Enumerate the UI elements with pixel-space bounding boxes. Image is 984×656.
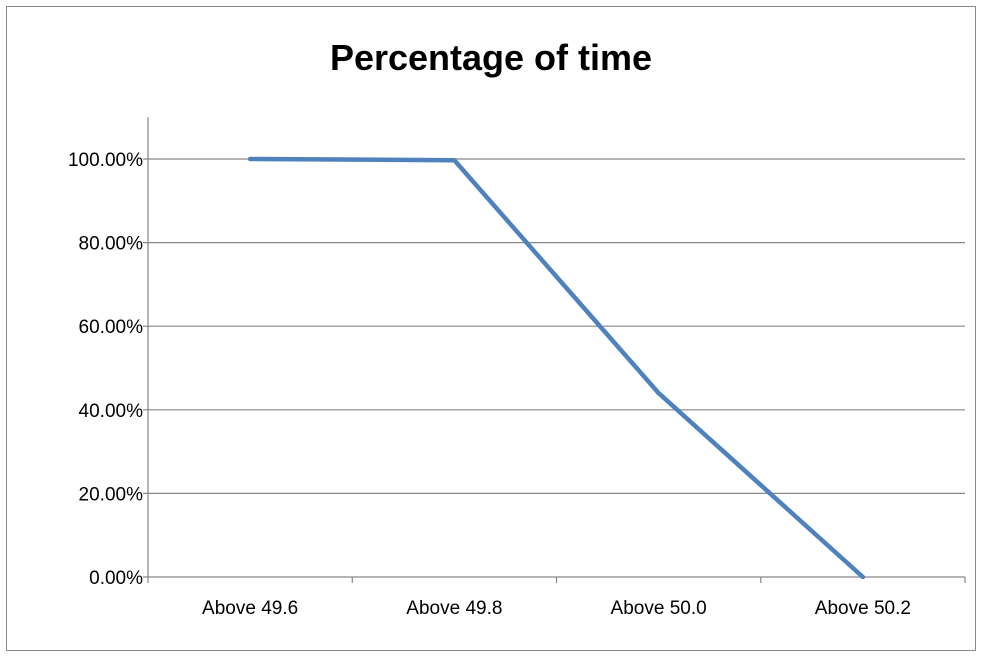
y-tick-label: 80.00%: [79, 234, 144, 255]
data-point: [860, 575, 865, 579]
x-tick-label: Above 50.0: [611, 598, 707, 619]
series-line: [247, 156, 866, 580]
chart-title: Percentage of time: [329, 37, 653, 78]
data-point: [248, 157, 253, 161]
y-tick-label: 40.00%: [79, 401, 144, 422]
x-tick-label: Above 50.2: [815, 598, 911, 619]
y-tick-label: 20.00%: [79, 484, 144, 505]
data-point: [656, 391, 661, 396]
y-tick-label: 0.00%: [89, 568, 143, 589]
chart-frame: Percentage of time: [6, 6, 976, 651]
x-tick-label: Above 49.8: [406, 598, 502, 619]
y-tick-label: 100.00%: [68, 150, 143, 171]
data-point: [452, 158, 457, 163]
y-tick-label: 60.00%: [79, 317, 144, 338]
x-tick-label: Above 49.6: [202, 598, 298, 619]
